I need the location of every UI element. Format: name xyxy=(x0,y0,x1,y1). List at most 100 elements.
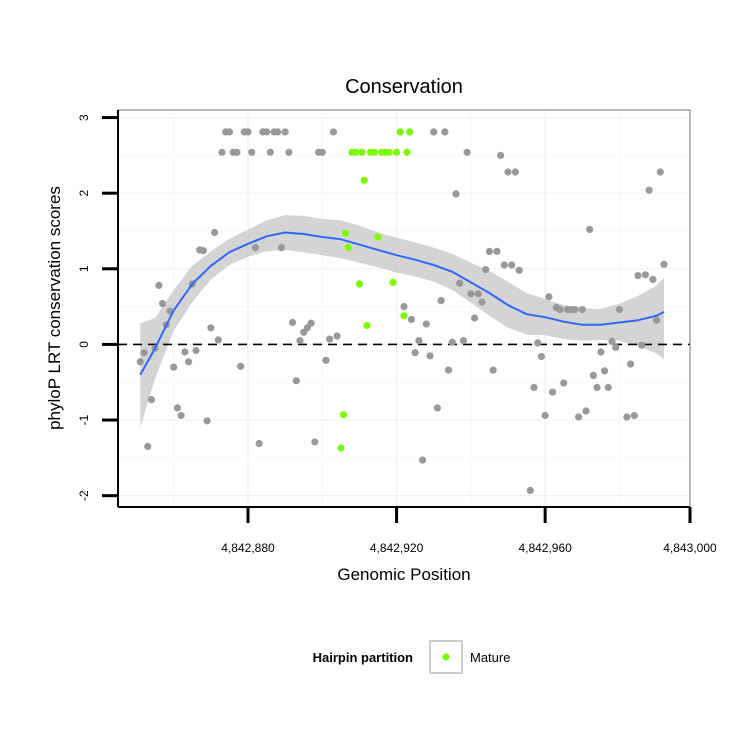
mature-point-9 xyxy=(363,321,371,330)
point-38 xyxy=(277,244,285,252)
point-85 xyxy=(526,486,534,494)
point-107 xyxy=(608,337,616,345)
point-68 xyxy=(456,279,464,287)
point-83 xyxy=(511,168,519,176)
point-69 xyxy=(459,337,467,345)
point-24 xyxy=(225,128,233,136)
point-41 xyxy=(289,318,297,327)
point-80 xyxy=(500,261,508,269)
point-6 xyxy=(159,300,167,308)
point-104 xyxy=(597,348,605,356)
point-79 xyxy=(497,151,505,159)
point-64 xyxy=(441,128,449,136)
point-53 xyxy=(333,332,341,340)
point-0 xyxy=(136,358,144,366)
point-98 xyxy=(575,413,583,421)
point-46 xyxy=(307,319,315,327)
point-101 xyxy=(586,225,594,234)
point-59 xyxy=(422,320,430,328)
point-76 xyxy=(485,247,493,255)
point-81 xyxy=(504,168,512,176)
legend-key-mature-point xyxy=(442,653,450,661)
point-106 xyxy=(604,383,612,392)
point-88 xyxy=(537,352,546,361)
mature-point-6 xyxy=(355,280,363,288)
point-12 xyxy=(181,348,189,356)
point-40 xyxy=(285,148,293,156)
point-61 xyxy=(430,128,438,136)
point-72 xyxy=(471,314,479,322)
point-55 xyxy=(407,315,415,324)
point-120 xyxy=(660,260,668,268)
point-57 xyxy=(415,337,423,345)
plot-panel xyxy=(117,109,691,508)
point-116 xyxy=(645,186,653,194)
point-73 xyxy=(474,290,482,298)
point-109 xyxy=(615,306,624,314)
point-19 xyxy=(207,324,215,332)
point-93 xyxy=(556,306,564,314)
point-74 xyxy=(478,298,486,306)
point-82 xyxy=(508,261,516,269)
point-86 xyxy=(530,383,538,392)
point-32 xyxy=(255,439,263,448)
point-1 xyxy=(140,349,148,357)
y-axis-label: phyloP LRT conservation scores xyxy=(45,186,64,430)
x-tick-label-1: 4,842,920 xyxy=(370,541,424,555)
point-66 xyxy=(448,338,456,346)
point-70 xyxy=(463,148,471,156)
point-27 xyxy=(237,362,245,370)
point-97 xyxy=(571,306,579,314)
legend: Hairpin partition Mature xyxy=(313,640,510,674)
point-118 xyxy=(653,316,661,324)
y-tick-label-3: 1 xyxy=(77,265,91,272)
point-111 xyxy=(627,360,635,368)
point-119 xyxy=(656,168,664,176)
point-102 xyxy=(589,371,598,379)
point-54 xyxy=(400,303,408,311)
chart-title: Conservation xyxy=(345,76,463,98)
point-11 xyxy=(177,411,185,420)
point-51 xyxy=(326,335,334,343)
mature-point-1 xyxy=(339,411,348,419)
point-49 xyxy=(318,148,326,156)
point-71 xyxy=(467,290,475,298)
point-15 xyxy=(192,346,200,355)
mature-point-7 xyxy=(358,148,366,156)
point-84 xyxy=(515,266,523,274)
point-17 xyxy=(199,247,207,255)
mature-point-2 xyxy=(342,229,350,237)
x-tick-label-3: 4,843,000 xyxy=(663,541,717,555)
point-37 xyxy=(274,128,282,136)
smooth-curve xyxy=(139,231,665,376)
mature-point-0 xyxy=(337,444,345,452)
point-62 xyxy=(433,404,441,412)
point-77 xyxy=(489,366,497,374)
point-87 xyxy=(534,339,542,347)
mature-point-21 xyxy=(406,128,414,136)
point-18 xyxy=(203,417,211,425)
point-13 xyxy=(185,358,193,366)
point-10 xyxy=(173,404,181,412)
point-20 xyxy=(211,228,219,237)
mature-point-19 xyxy=(400,312,408,320)
point-89 xyxy=(541,411,549,420)
point-34 xyxy=(263,128,271,136)
point-30 xyxy=(248,148,256,156)
point-21 xyxy=(214,336,222,344)
point-78 xyxy=(493,247,501,255)
x-axis: 4,842,880 4,842,920 4,842,960 4,843,000 xyxy=(118,506,717,555)
legend-label-mature: Mature xyxy=(470,650,510,665)
point-65 xyxy=(445,366,453,374)
mature-point-15 xyxy=(385,148,393,156)
point-103 xyxy=(593,383,601,392)
point-75 xyxy=(482,266,490,274)
y-axis: -2 -1 0 1 2 3 xyxy=(77,110,119,507)
point-114 xyxy=(638,341,646,349)
point-42 xyxy=(292,377,300,385)
point-113 xyxy=(634,272,642,280)
point-63 xyxy=(437,297,445,305)
point-56 xyxy=(411,349,419,357)
mature-point-5 xyxy=(352,148,360,156)
